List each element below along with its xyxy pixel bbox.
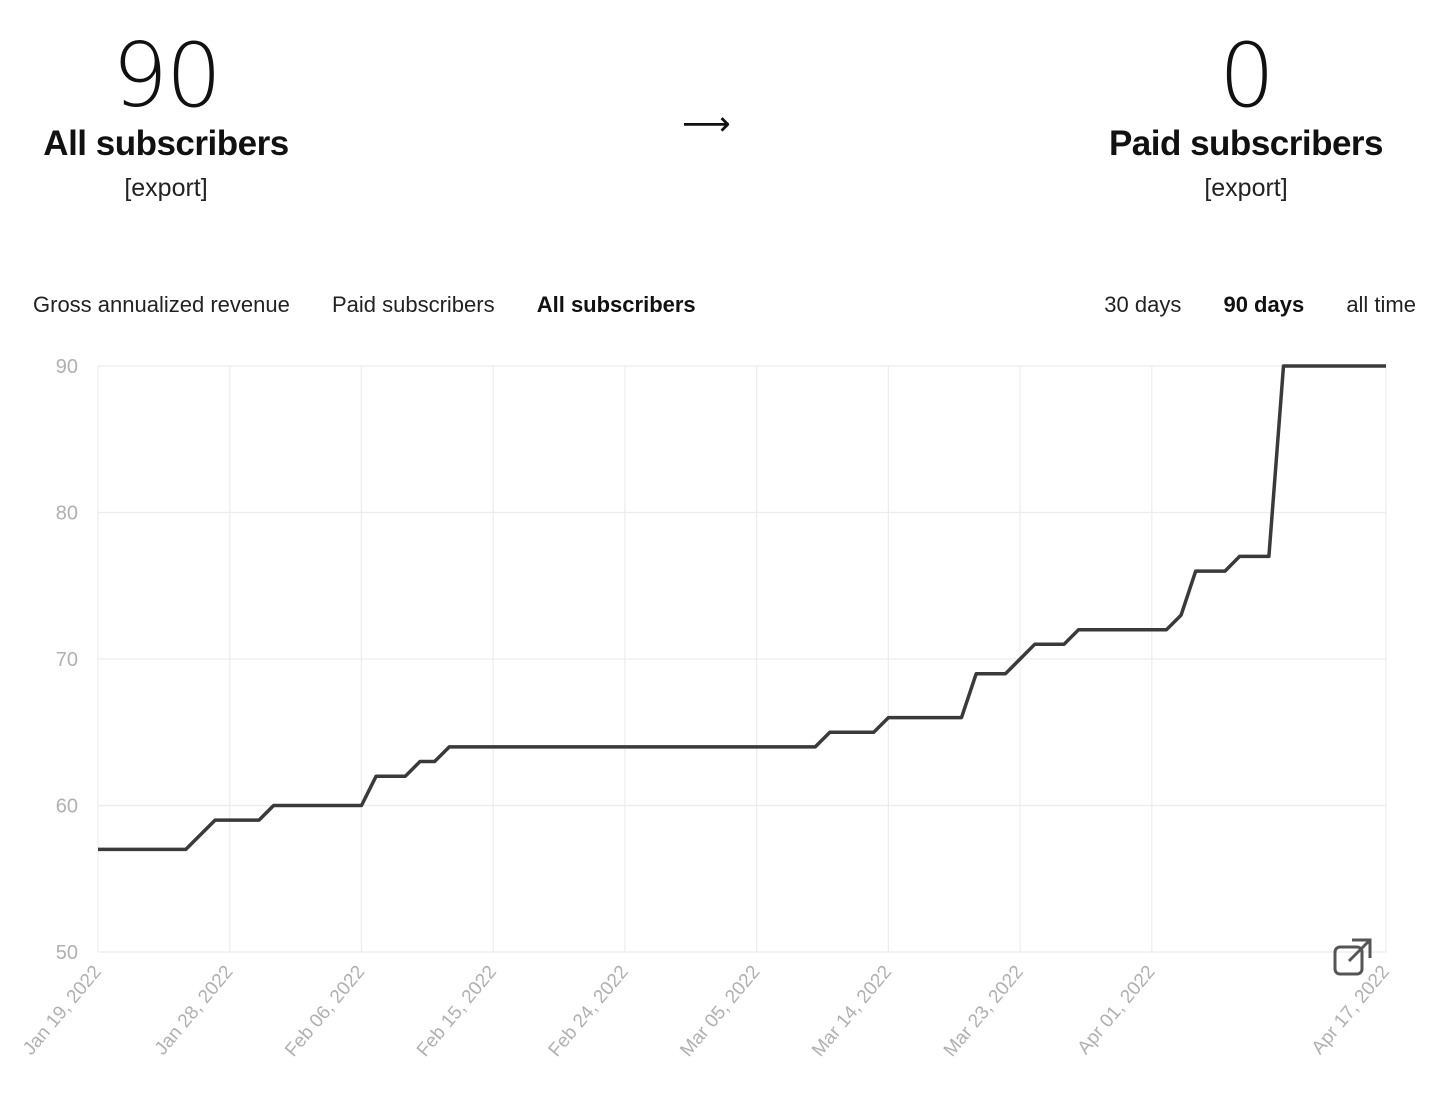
paid-subscribers-export-link[interactable]: [export] xyxy=(1204,174,1288,202)
x-tick-label: Feb 15, 2022 xyxy=(413,962,501,1061)
paid-subscribers-count: 0 xyxy=(1219,24,1275,127)
range-all-time[interactable]: all time xyxy=(1346,292,1416,317)
all-subscribers-series-line xyxy=(98,364,1386,852)
tab-gross-annualized-revenue[interactable]: Gross annualized revenue xyxy=(33,292,290,317)
y-tick-label: 60 xyxy=(56,796,78,818)
y-tick-label: 70 xyxy=(56,649,78,671)
metric-tabs: Gross annualized revenue Paid subscriber… xyxy=(33,292,732,318)
x-tick-label: Feb 06, 2022 xyxy=(281,962,369,1061)
range-30-days[interactable]: 30 days xyxy=(1104,292,1182,317)
x-tick-label: Mar 23, 2022 xyxy=(940,962,1028,1061)
tab-all-subscribers[interactable]: All subscribers xyxy=(536,292,696,317)
x-tick-label: Feb 24, 2022 xyxy=(545,962,633,1061)
y-axis: 50 60 70 80 90 xyxy=(56,356,78,964)
all-subscribers-summary: 90 All subscribers [export] xyxy=(36,30,296,206)
arrow-right-icon: ⟶ xyxy=(682,105,731,143)
time-range-selector: 30 days 90 days all time xyxy=(1104,292,1416,318)
external-link-icon[interactable] xyxy=(1330,936,1374,980)
x-tick-label: Mar 14, 2022 xyxy=(808,962,896,1061)
subscribers-line-chart: 50 60 70 80 90 Jan 19, 2022 Jan 28, 2022 Feb 0… xyxy=(19,356,1394,1061)
x-tick-label: Jan 28, 2022 xyxy=(151,962,238,1060)
all-subscribers-export-link[interactable]: [export] xyxy=(124,174,208,202)
range-90-days[interactable]: 90 days xyxy=(1223,292,1305,317)
paid-subscribers-title: Paid subscribers xyxy=(1108,124,1384,163)
y-tick-label: 50 xyxy=(56,942,78,964)
tab-paid-subscribers[interactable]: Paid subscribers xyxy=(331,292,495,317)
all-subscribers-count: 90 xyxy=(112,24,222,127)
x-tick-label: Jan 19, 2022 xyxy=(19,962,106,1060)
y-tick-label: 80 xyxy=(56,503,78,525)
x-tick-label: Mar 05, 2022 xyxy=(676,962,764,1061)
y-tick-label: 90 xyxy=(56,356,78,378)
all-subscribers-title: All subscribers xyxy=(43,124,289,163)
x-tick-label: Apr 01, 2022 xyxy=(1074,962,1160,1059)
x-axis: Jan 19, 2022 Jan 28, 2022 Feb 06, 2022 Feb … xyxy=(19,962,1394,1061)
chart-grid xyxy=(97,365,1387,953)
paid-subscribers-summary: 0 Paid subscribers [export] xyxy=(1100,30,1392,206)
